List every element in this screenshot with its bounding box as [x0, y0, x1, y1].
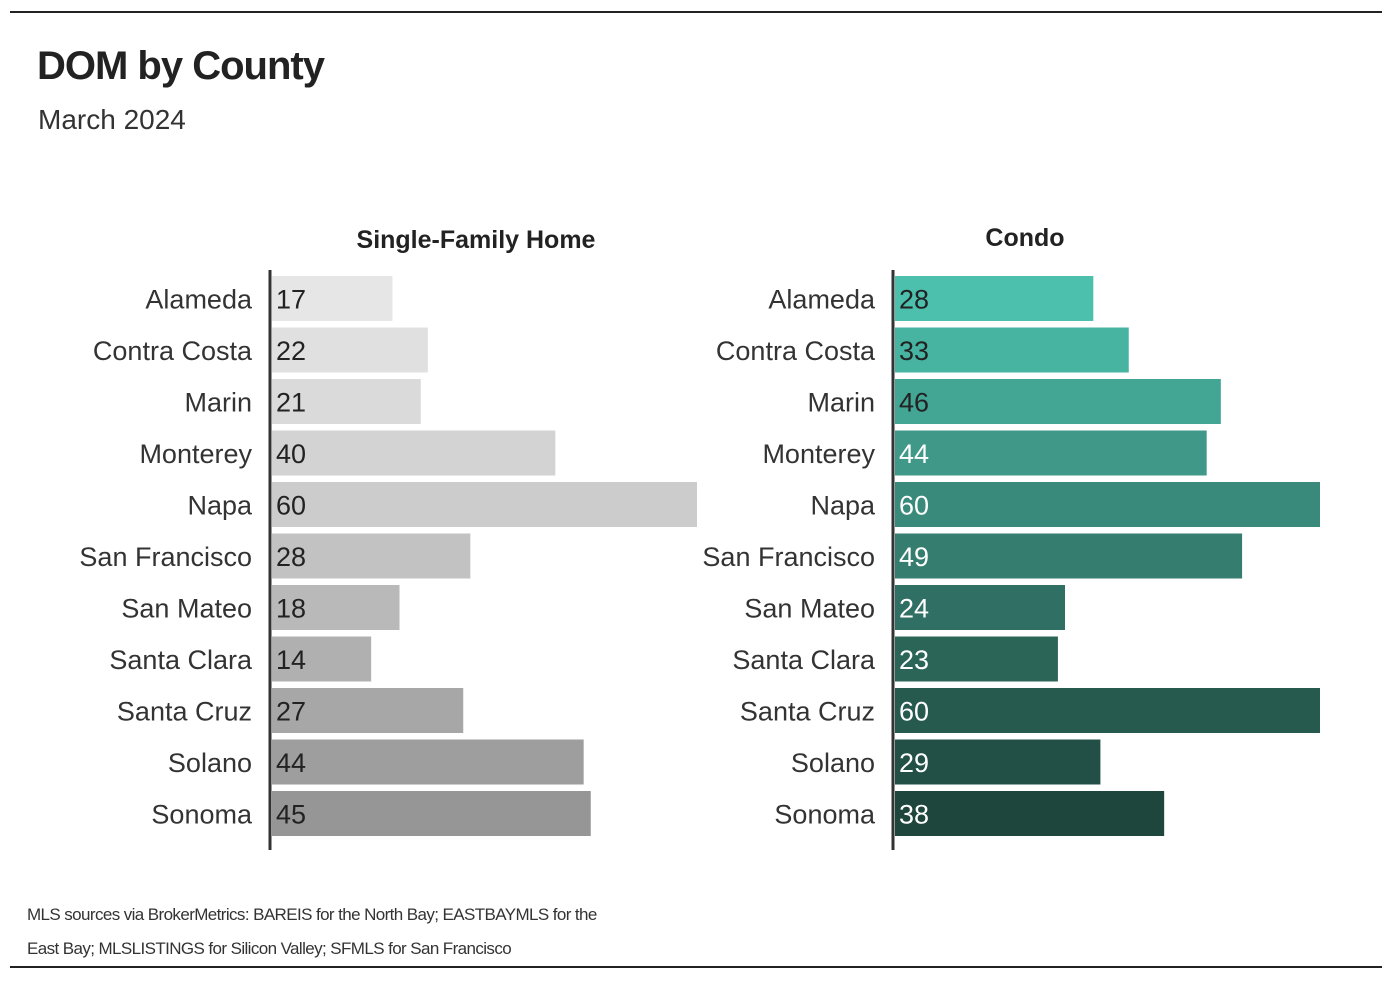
value-label-sfh-san-mateo: 18: [276, 594, 306, 624]
bar-sfh-santa-clara: [272, 636, 372, 682]
panel-title-condo: Condo: [985, 224, 1065, 252]
value-label-sfh-santa-clara: 14: [276, 645, 306, 675]
bar-sfh-contra-costa: [272, 327, 428, 373]
value-label-condo-contra-costa: 33: [899, 336, 929, 366]
value-label-condo-alameda: 28: [899, 285, 929, 315]
bar-sfh-napa: [272, 482, 697, 527]
chart-subtitle: March 2024: [38, 104, 186, 135]
source-footnote: MLS sources via BrokerMetrics: BAREIS fo…: [27, 905, 597, 958]
bar-condo-contra-costa: [895, 327, 1129, 373]
bar-sfh-solano: [272, 739, 584, 785]
value-label-condo-santa-clara: 23: [899, 645, 929, 675]
bar-sfh-san-francisco: [272, 533, 471, 579]
value-label-sfh-marin: 21: [276, 388, 306, 418]
value-label-condo-marin: 46: [899, 388, 929, 418]
category-label-sfh-sonoma: Sonoma: [151, 800, 253, 830]
bar-sfh-san-mateo: [272, 585, 400, 630]
category-label-sfh-santa-clara: Santa Clara: [109, 645, 253, 675]
category-label-condo-napa: Napa: [810, 491, 876, 521]
category-label-sfh-solano: Solano: [168, 748, 252, 778]
bar-condo-sonoma: [895, 791, 1165, 836]
category-label-condo-santa-cruz: Santa Cruz: [740, 697, 875, 727]
bar-condo-solano: [895, 739, 1101, 785]
value-label-sfh-alameda: 17: [276, 285, 306, 315]
value-label-condo-solano: 29: [899, 748, 929, 778]
category-label-condo-marin: Marin: [807, 388, 875, 418]
value-label-condo-san-francisco: 49: [899, 542, 929, 572]
category-label-sfh-marin: Marin: [184, 388, 252, 418]
value-label-condo-napa: 60: [899, 491, 929, 521]
bar-sfh-sonoma: [272, 791, 591, 836]
bar-sfh-alameda: [272, 276, 393, 321]
panel-title-single-family: Single-Family Home: [356, 226, 596, 254]
value-label-sfh-contra-costa: 22: [276, 336, 306, 366]
bar-condo-napa: [895, 482, 1320, 527]
category-label-sfh-san-francisco: San Francisco: [79, 542, 252, 572]
category-label-sfh-alameda: Alameda: [145, 285, 253, 315]
value-label-sfh-solano: 44: [276, 748, 306, 778]
bar-condo-san-mateo: [895, 585, 1065, 630]
category-label-sfh-santa-cruz: Santa Cruz: [117, 697, 252, 727]
category-label-sfh-monterey: Monterey: [139, 439, 252, 469]
category-label-sfh-napa: Napa: [187, 491, 253, 521]
bar-condo-santa-clara: [895, 636, 1058, 682]
category-label-condo-alameda: Alameda: [768, 285, 876, 315]
category-label-condo-monterey: Monterey: [762, 439, 875, 469]
bar-condo-santa-cruz: [895, 688, 1320, 733]
category-label-condo-santa-clara: Santa Clara: [732, 645, 876, 675]
bar-sfh-santa-cruz: [272, 688, 464, 733]
value-label-sfh-napa: 60: [276, 491, 306, 521]
value-label-condo-san-mateo: 24: [899, 594, 929, 624]
value-label-condo-sonoma: 38: [899, 800, 929, 830]
value-label-sfh-monterey: 40: [276, 439, 306, 469]
category-label-sfh-san-mateo: San Mateo: [121, 594, 252, 624]
category-label-condo-san-francisco: San Francisco: [702, 542, 875, 572]
bar-sfh-marin: [272, 379, 421, 424]
bar-sfh-monterey: [272, 430, 556, 476]
chart-title: DOM by County: [37, 44, 325, 88]
category-label-condo-sonoma: Sonoma: [774, 800, 876, 830]
bar-condo-monterey: [895, 430, 1207, 476]
bar-condo-san-francisco: [895, 533, 1243, 579]
category-label-sfh-contra-costa: Contra Costa: [93, 336, 253, 366]
top-rule: [10, 11, 1382, 13]
bar-condo-marin: [895, 379, 1221, 424]
value-label-condo-monterey: 44: [899, 439, 929, 469]
value-label-sfh-san-francisco: 28: [276, 542, 306, 572]
value-label-sfh-sonoma: 45: [276, 800, 306, 830]
bar-condo-alameda: [895, 276, 1094, 321]
category-label-condo-solano: Solano: [791, 748, 875, 778]
category-label-condo-contra-costa: Contra Costa: [716, 336, 876, 366]
category-label-condo-san-mateo: San Mateo: [744, 594, 875, 624]
bottom-rule: [10, 966, 1382, 968]
value-label-sfh-santa-cruz: 27: [276, 697, 306, 727]
value-label-condo-santa-cruz: 60: [899, 697, 929, 727]
